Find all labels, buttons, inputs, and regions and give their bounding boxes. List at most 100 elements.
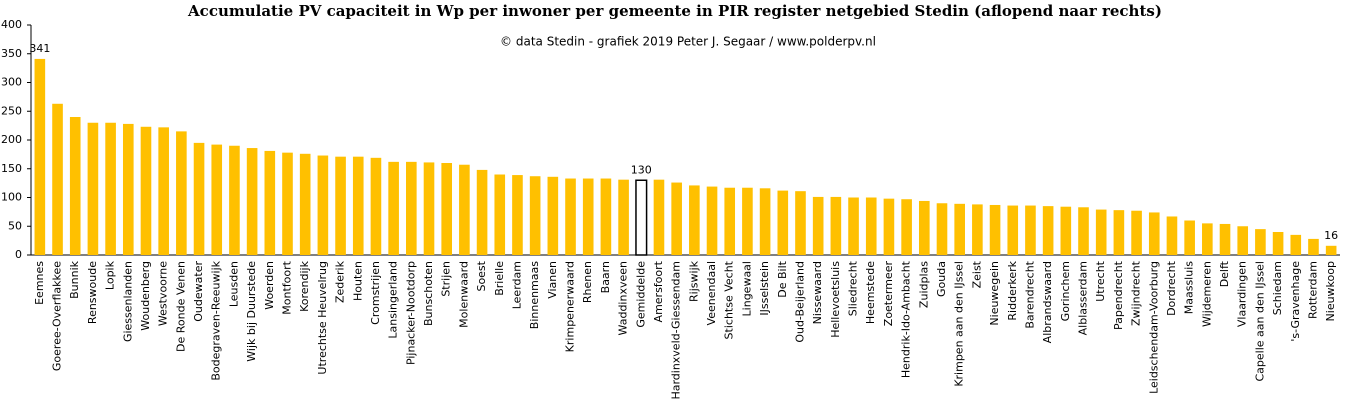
bar (1202, 223, 1213, 255)
bar (34, 58, 46, 255)
bar (812, 196, 824, 255)
x-tick-label: Gouda (935, 261, 948, 297)
bar (317, 155, 329, 255)
x-tick-label: Amersfoort (652, 260, 665, 322)
bar (264, 150, 276, 255)
bar (1325, 245, 1337, 255)
y-tick-label: 50 (8, 219, 22, 232)
bar (1078, 207, 1089, 255)
bar (901, 199, 912, 255)
bar (52, 103, 63, 256)
x-tick-label: Nissewaard (811, 261, 824, 324)
bar (494, 174, 506, 255)
bar (1113, 210, 1125, 255)
bar (87, 122, 99, 255)
bar (618, 179, 629, 255)
y-tick-label: 100 (1, 191, 22, 204)
value-label: 130 (631, 163, 652, 176)
x-tick-label: Zederik (334, 260, 347, 303)
x-tick-label: Hendrik-Ido-Ambacht (900, 260, 913, 378)
x-tick-label: Papendrecht (1112, 260, 1125, 330)
y-tick-label: 300 (1, 76, 22, 89)
y-tick-label: 150 (1, 162, 22, 175)
bar (936, 203, 948, 255)
bar (883, 198, 895, 255)
x-tick-label: Gemiddelde (634, 261, 647, 328)
x-tick-label: Wijdemeren (1200, 261, 1213, 327)
bar (476, 169, 488, 255)
x-tick-label: Molenwaard (457, 261, 470, 328)
bar (69, 117, 81, 255)
x-tick-label: 's-Gravenhage (1289, 261, 1302, 342)
bar (918, 200, 930, 255)
y-tick-label: 350 (1, 47, 22, 60)
x-tick-label: Sliedrecht (847, 260, 860, 316)
x-tick-label: Nieuwkoop (1324, 261, 1337, 321)
bar (211, 144, 223, 255)
x-tick-label: Brielle (493, 261, 506, 296)
bar (777, 190, 789, 255)
x-tick-label: Zwijndrecht (1130, 260, 1143, 326)
x-tick-label: Alblasserdam (1077, 261, 1090, 335)
x-tick-label: Leerdam (510, 261, 523, 309)
bar (1007, 205, 1019, 255)
x-tick-label: Eemnes (33, 261, 46, 305)
bar (1237, 226, 1249, 255)
x-tick-label: Goeree-Overflakkee (51, 261, 64, 371)
bar (830, 196, 842, 255)
x-tick-label: Rhenen (581, 261, 594, 303)
x-tick-label: Leusden (227, 261, 240, 307)
bar (1060, 206, 1072, 255)
bar (423, 162, 435, 255)
x-tick-label: Stichtse Vecht (723, 260, 736, 339)
bar (1042, 206, 1054, 255)
bar (229, 145, 240, 255)
bar (1166, 216, 1178, 255)
bar (848, 197, 859, 255)
bar (335, 156, 346, 255)
x-tick-label: Gorinchem (1059, 261, 1072, 321)
bar (865, 197, 877, 255)
x-tick-label: Leidschendam-Voorburg (1147, 261, 1160, 394)
x-tick-label: Hardinxveld-Giessendam (670, 261, 683, 400)
bar (689, 185, 700, 255)
x-tick-label: Capelle aan den IJssel (1253, 261, 1266, 382)
x-tick-label: Giessenlanden (121, 261, 134, 342)
x-tick-label: Houten (351, 261, 364, 301)
x-tick-label: Krimpenerwaard (564, 261, 577, 352)
bar (388, 161, 399, 255)
x-tick-label: Nieuwegein (988, 261, 1001, 326)
x-tick-label: Korendijk (298, 260, 311, 312)
bar (158, 127, 169, 255)
x-tick-label: Veenendaal (705, 261, 718, 325)
bar (1148, 212, 1160, 255)
bar (1219, 223, 1231, 255)
x-tick-label: Oudewater (192, 261, 205, 322)
bar (176, 131, 187, 255)
x-tick-label: Bunschoten (422, 261, 435, 326)
value-label: 341 (29, 42, 50, 55)
bar (459, 164, 470, 255)
bar (635, 179, 648, 256)
x-tick-label: Westvoorne (157, 261, 170, 326)
x-tick-label: Utrechtse Heuvelrug (316, 261, 329, 375)
x-tick-label: Heemstede (864, 261, 877, 324)
bar (724, 187, 736, 255)
x-tick-label: Maassluis (1183, 261, 1196, 315)
bar (299, 153, 311, 255)
bar (742, 187, 753, 255)
bar (406, 161, 417, 255)
x-tick-label: Lopik (104, 260, 117, 290)
bar (706, 186, 718, 255)
bar (759, 188, 771, 255)
bar (1095, 209, 1107, 255)
bar (972, 204, 983, 255)
bar (529, 176, 541, 255)
x-tick-label: Binnenmaas (528, 261, 541, 329)
bar (140, 126, 152, 256)
bar (1308, 238, 1319, 255)
bar (105, 122, 116, 255)
x-tick-label: Krimpen aan den IJssel (953, 261, 966, 387)
x-tick-label: Delft (1218, 260, 1231, 287)
